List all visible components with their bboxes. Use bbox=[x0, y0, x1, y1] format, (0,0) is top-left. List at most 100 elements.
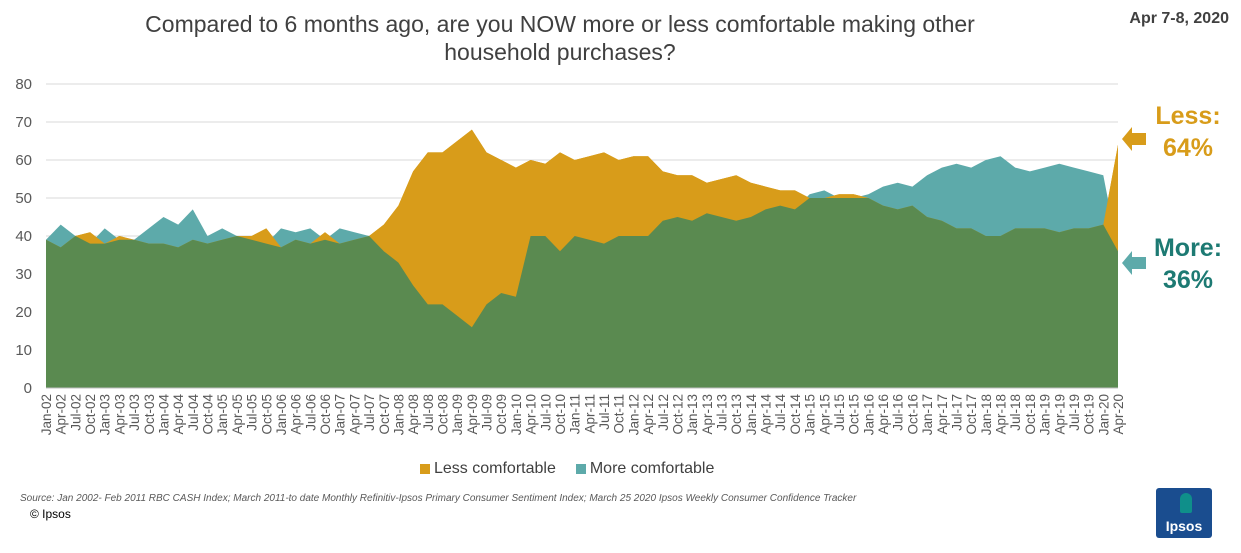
x-tick-label: Apr-19 bbox=[1052, 394, 1067, 435]
legend: Less comfortable More comfortable bbox=[420, 460, 714, 478]
x-tick-label: Jul-17 bbox=[950, 394, 965, 431]
y-axis: 0 10 20 30 40 50 60 70 80 bbox=[15, 76, 32, 397]
x-tick-label: Apr-08 bbox=[406, 394, 421, 435]
x-tick-label: Apr-06 bbox=[289, 394, 304, 435]
arrow-less-icon bbox=[1122, 127, 1146, 151]
x-tick-label: Jul-02 bbox=[68, 394, 83, 431]
x-tick-label: Jan-03 bbox=[98, 394, 113, 435]
x-tick-label: Oct-07 bbox=[377, 394, 392, 435]
x-tick-label: Jan-16 bbox=[861, 394, 876, 435]
legend-item-less: Less comfortable bbox=[420, 460, 556, 478]
y-tick-label: 0 bbox=[24, 380, 32, 397]
x-tick-label: Apr-15 bbox=[817, 394, 832, 435]
y-tick-label: 80 bbox=[15, 76, 32, 93]
x-tick-label: Jul-08 bbox=[421, 394, 436, 431]
x-tick-label: Jul-11 bbox=[597, 394, 612, 430]
x-tick-label: Jul-19 bbox=[1067, 394, 1082, 431]
x-tick-label: Jan-12 bbox=[626, 394, 641, 435]
x-tick-label: Apr-11 bbox=[582, 394, 597, 434]
x-tick-label: Apr-18 bbox=[994, 394, 1009, 435]
x-tick-label: Apr-09 bbox=[465, 394, 480, 435]
x-tick-label: Jan-20 bbox=[1096, 394, 1111, 435]
x-tick-label: Jan-14 bbox=[744, 394, 759, 436]
x-tick-label: Jan-05 bbox=[215, 394, 230, 435]
x-tick-label: Oct-12 bbox=[671, 394, 686, 435]
source-note: Source: Jan 2002- Feb 2011 RBC CASH Inde… bbox=[20, 493, 857, 504]
legend-swatch-more bbox=[575, 464, 586, 474]
x-tick-label: Jul-15 bbox=[832, 394, 847, 431]
x-tick-label: Jan-04 bbox=[157, 394, 172, 436]
ipsos-logo: Ipsos bbox=[1156, 488, 1212, 538]
annotation-less-label: Less: bbox=[1155, 102, 1221, 130]
x-tick-label: Jul-04 bbox=[186, 394, 201, 431]
legend-swatch-less bbox=[420, 464, 430, 474]
x-tick-label: Apr-17 bbox=[935, 394, 950, 435]
annotation-more-label: More: bbox=[1153, 234, 1223, 262]
x-tick-label: Jul-09 bbox=[480, 394, 495, 431]
x-tick-label: Jul-06 bbox=[303, 394, 318, 431]
y-tick-label: 20 bbox=[15, 304, 32, 321]
x-tick-label: Jan-13 bbox=[685, 394, 700, 435]
x-tick-label: Apr-05 bbox=[230, 394, 245, 435]
x-tick-label: Oct-04 bbox=[201, 394, 216, 435]
x-tick-label: Jan-18 bbox=[979, 394, 994, 435]
x-tick-label: Oct-03 bbox=[142, 394, 157, 435]
x-tick-label: Oct-15 bbox=[847, 394, 862, 435]
x-tick-label: Oct-13 bbox=[729, 394, 744, 435]
x-tick-label: Jul-14 bbox=[773, 394, 788, 431]
x-tick-label: Jan-17 bbox=[920, 394, 935, 435]
x-tick-label: Oct-02 bbox=[83, 394, 98, 435]
x-tick-label: Jan-09 bbox=[450, 394, 465, 435]
x-tick-label: Oct-14 bbox=[788, 394, 803, 435]
x-tick-label: Oct-17 bbox=[964, 394, 979, 435]
x-tick-label: Jan-07 bbox=[333, 394, 348, 435]
x-tick-label: Jan-19 bbox=[1038, 394, 1053, 435]
logo-mark-icon bbox=[1180, 493, 1192, 513]
x-tick-label: Jan-02 bbox=[39, 394, 54, 435]
y-tick-label: 10 bbox=[15, 342, 32, 359]
legend-item-more: More comfortable bbox=[575, 460, 715, 478]
x-tick-label: Oct-10 bbox=[553, 394, 568, 435]
area-green bbox=[46, 198, 1118, 388]
x-tick-label: Jan-11 bbox=[568, 394, 583, 434]
x-tick-label: Apr-02 bbox=[54, 394, 69, 435]
x-tick-label: Oct-16 bbox=[905, 394, 920, 435]
annotation-less: Less: 64% bbox=[1148, 100, 1228, 164]
annotation-less-value: 64% bbox=[1162, 134, 1214, 162]
x-tick-label: Jan-06 bbox=[274, 394, 289, 435]
copyright: © Ipsos bbox=[30, 507, 71, 521]
x-tick-label: Jul-05 bbox=[245, 394, 260, 431]
y-tick-label: 40 bbox=[15, 228, 32, 245]
legend-label-more: More comfortable bbox=[589, 460, 715, 477]
x-tick-label: Apr-10 bbox=[524, 394, 539, 435]
x-axis: Jan-02 Apr-02 Jul-02 Oct-02 Jan-03 Apr-03 Jul-… bbox=[39, 387, 1126, 436]
x-tick-label: Jul-07 bbox=[362, 394, 377, 431]
x-tick-label: Apr-13 bbox=[700, 394, 715, 435]
date-label: Apr 7-8, 2020 bbox=[1129, 10, 1229, 27]
x-tick-label: Jul-10 bbox=[538, 394, 553, 431]
y-tick-label: 50 bbox=[15, 190, 32, 207]
y-tick-label: 30 bbox=[15, 266, 32, 283]
x-tick-label: Oct-08 bbox=[436, 394, 451, 435]
arrow-more-icon bbox=[1122, 251, 1146, 275]
x-tick-label: Oct-06 bbox=[318, 394, 333, 435]
x-tick-label: Jan-10 bbox=[509, 394, 524, 435]
x-tick-label: Apr-04 bbox=[171, 394, 186, 435]
x-tick-label: Oct-11 bbox=[612, 394, 627, 434]
annotation-more: More: 36% bbox=[1148, 232, 1228, 296]
logo-text: Ipsos bbox=[1165, 518, 1203, 534]
y-tick-label: 60 bbox=[15, 152, 32, 169]
x-tick-label: Oct-09 bbox=[494, 394, 509, 435]
x-tick-label: Jul-13 bbox=[715, 394, 730, 431]
x-tick-label: Jan-08 bbox=[391, 394, 406, 435]
x-tick-label: Oct-19 bbox=[1082, 394, 1097, 435]
x-tick-label: Oct-18 bbox=[1023, 394, 1038, 435]
x-tick-label: Apr-12 bbox=[641, 394, 656, 435]
x-tick-label: Apr-14 bbox=[759, 394, 774, 435]
x-tick-label: Apr-20 bbox=[1111, 394, 1126, 435]
x-tick-label: Jul-12 bbox=[656, 394, 671, 431]
x-tick-label: Apr-07 bbox=[347, 394, 362, 435]
x-tick-label: Apr-16 bbox=[876, 394, 891, 435]
chart-title: Compared to 6 months ago, are you NOW mo… bbox=[145, 11, 975, 65]
x-tick-label: Jul-03 bbox=[127, 394, 142, 431]
